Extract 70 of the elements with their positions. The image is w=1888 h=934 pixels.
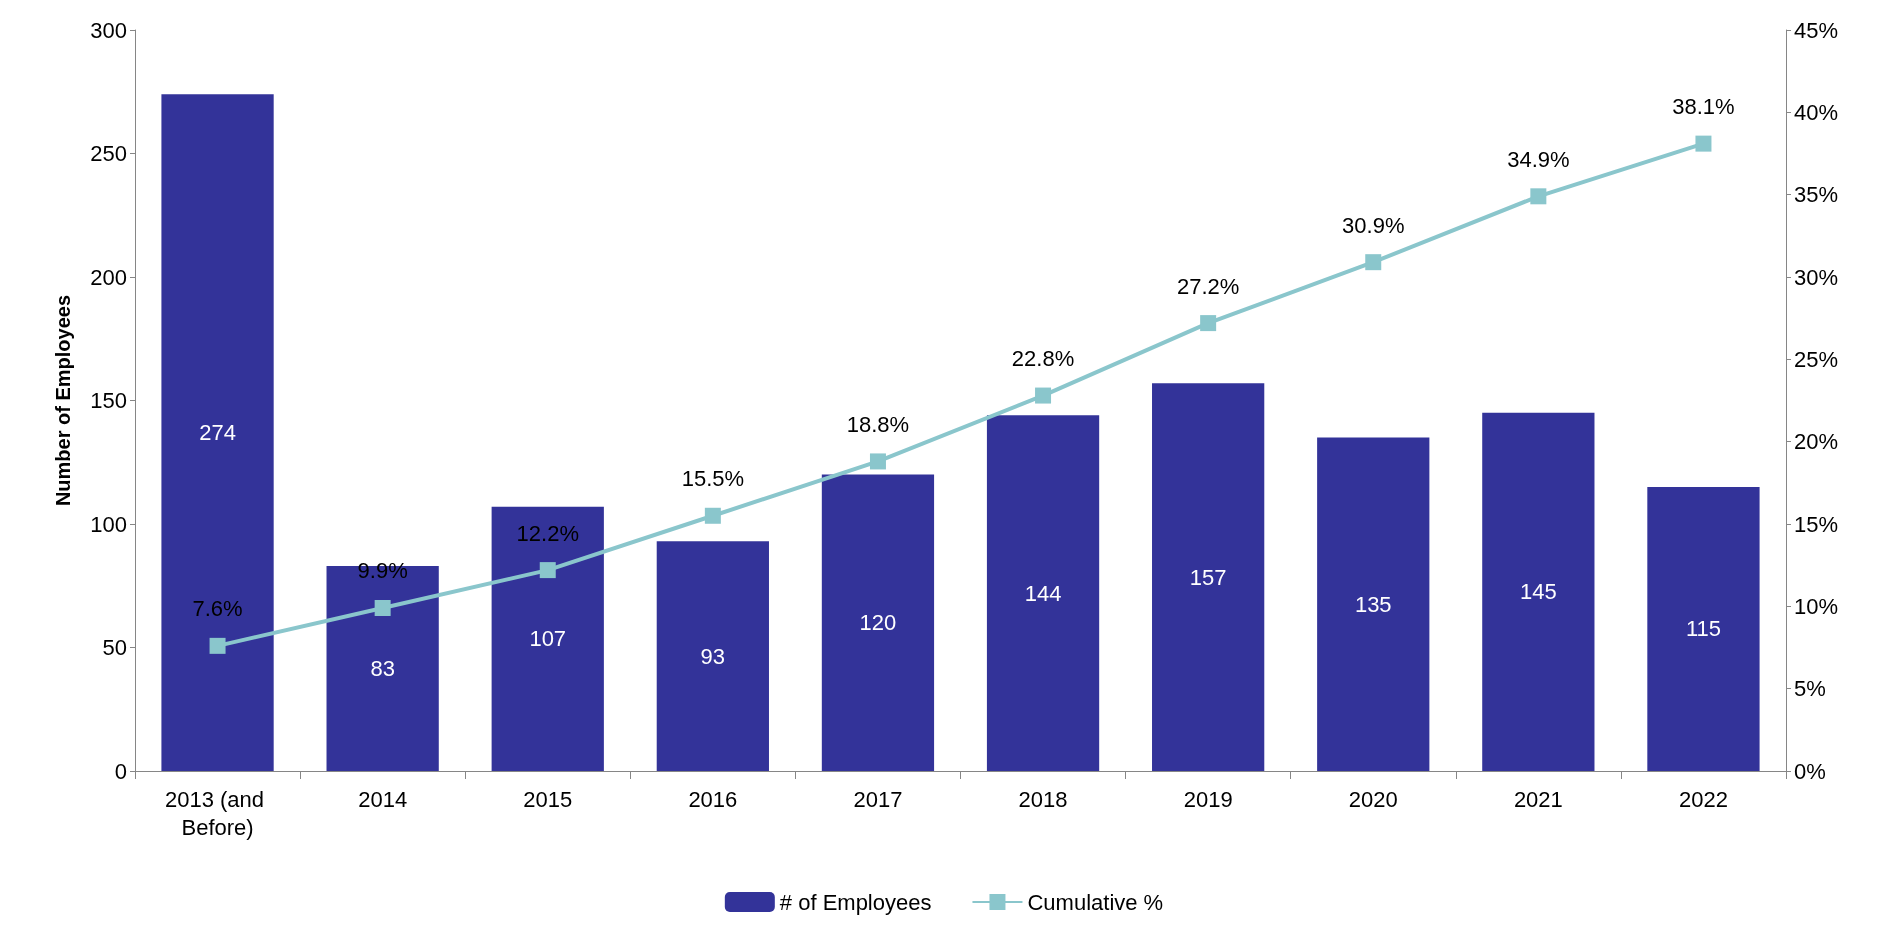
y2-tick-label: 45% (1794, 17, 1839, 43)
y-tick-label: 150 (90, 388, 127, 413)
bar (491, 506, 604, 771)
point (1200, 315, 1217, 332)
point (704, 507, 721, 524)
bar (1317, 437, 1430, 771)
point (539, 562, 556, 579)
bar (986, 415, 1100, 771)
data-label: 93 (700, 643, 726, 669)
x-tick-label: 2020 (1348, 786, 1398, 812)
y2-tick-label: 15% (1794, 511, 1839, 537)
data-label: 22.8% (1011, 346, 1075, 372)
y2-tick-label: 0% (1794, 758, 1826, 784)
legend-label: # of Employees (779, 889, 932, 915)
y-tick-label: 100 (90, 511, 127, 537)
data-label: 145 (1519, 579, 1557, 605)
y2-tick-label: 5% (1794, 676, 1826, 702)
data-label: 18.8% (846, 411, 910, 437)
legend-label: Cumulative % (1027, 889, 1164, 915)
data-label: 15.5% (681, 466, 745, 492)
bar (1647, 486, 1760, 771)
x-tick-label: 2019 (1183, 786, 1233, 812)
data-label: 157 (1189, 564, 1227, 590)
x-tick-label: 2017 (853, 786, 903, 812)
y2-tick-label: 25% (1794, 346, 1839, 372)
data-label: 30.9% (1342, 212, 1405, 238)
point (374, 599, 391, 616)
y2-tick-label: 35% (1794, 182, 1839, 208)
x-tick-label: 2016 (688, 786, 738, 812)
x-tick-label: 2022 (1678, 786, 1728, 812)
y-axis-title: Number of Employees (52, 294, 74, 507)
y-tick-label: 300 (90, 17, 127, 43)
point (1530, 188, 1547, 205)
data-label: 83 (370, 655, 395, 681)
x-tick-label: 2013 (and Before) (164, 786, 271, 840)
x-tick-label: 2021 (1513, 786, 1563, 812)
bar (821, 474, 935, 771)
bar (161, 94, 274, 771)
bar (326, 565, 439, 771)
data-label: 144 (1024, 580, 1062, 606)
data-label: 27.2% (1176, 273, 1240, 299)
data-label: 274 (199, 420, 236, 446)
y-tick-label: 200 (90, 264, 127, 290)
bar (1152, 383, 1265, 771)
data-label: 120 (859, 610, 897, 636)
x-tick-label: 2015 (523, 786, 573, 812)
y2-tick-label: 20% (1794, 429, 1839, 455)
y-tick-label: 250 (90, 141, 127, 166)
bar (656, 541, 769, 771)
y2-tick-label: 30% (1794, 264, 1839, 290)
data-label: 107 (529, 626, 567, 652)
point (209, 637, 226, 654)
y-tick-label: 0 (114, 758, 127, 784)
bar (1482, 412, 1595, 771)
data-label: 34.9% (1507, 146, 1570, 172)
data-label: 38.1% (1672, 94, 1735, 120)
data-label: 7.6% (192, 596, 243, 622)
x-tick-label: 2018 (1018, 786, 1068, 812)
y2-tick-label: 10% (1794, 593, 1839, 619)
x-tick-label: 2014 (358, 786, 408, 812)
y-tick-label: 50 (102, 635, 127, 660)
data-label: 9.9% (357, 558, 408, 584)
point (1365, 254, 1382, 271)
data-label: 135 (1354, 591, 1392, 617)
point (869, 453, 886, 470)
data-label: 12.2% (516, 520, 579, 546)
y2-tick-label: 40% (1794, 99, 1839, 125)
point (1695, 135, 1712, 152)
data-label: 115 (1685, 616, 1721, 642)
point (1035, 387, 1052, 404)
